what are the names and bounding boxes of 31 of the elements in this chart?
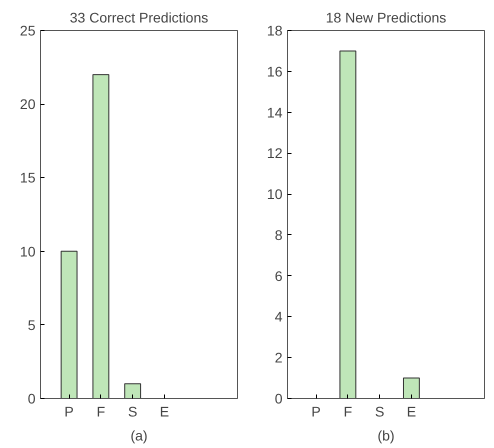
y-tick-label: 15 bbox=[20, 170, 36, 186]
y-tick-label: 20 bbox=[20, 96, 36, 112]
y-tick-label: 14 bbox=[266, 104, 283, 120]
y-tick-label: 0 bbox=[28, 390, 36, 406]
y-tick-label: 25 bbox=[20, 22, 36, 38]
y-tick-label: 16 bbox=[266, 63, 283, 80]
bar bbox=[124, 383, 142, 398]
y-tick-label: 5 bbox=[28, 316, 36, 333]
x-tick-label: P bbox=[64, 404, 74, 420]
y-tick-label: 8 bbox=[274, 226, 283, 243]
bar bbox=[60, 250, 78, 398]
y-tick-label: 12 bbox=[266, 145, 283, 162]
bar bbox=[92, 74, 110, 398]
y-tick-label: 2 bbox=[274, 350, 283, 366]
x-tick-label: E bbox=[406, 404, 416, 420]
y-tick-label: 4 bbox=[274, 308, 283, 325]
x-axis-title: (b) bbox=[377, 428, 395, 444]
chart-title: 18 New Predictions bbox=[326, 10, 446, 26]
chart-title: 33 Correct Predictions bbox=[70, 10, 208, 26]
x-tick-label: S bbox=[374, 404, 384, 420]
y-tick-label: 10 bbox=[266, 186, 283, 202]
y-tick-label: 18 bbox=[266, 22, 283, 38]
x-tick-label: F bbox=[344, 404, 352, 420]
y-tick-label: 10 bbox=[20, 243, 36, 260]
x-tick-label: E bbox=[160, 404, 170, 420]
x-axis-title: (a) bbox=[130, 428, 148, 444]
y-tick-label: 0 bbox=[274, 390, 283, 406]
x-tick-label: S bbox=[128, 404, 138, 420]
x-tick-label: P bbox=[311, 404, 321, 420]
x-tick-label: F bbox=[96, 404, 106, 420]
y-tick-label: 6 bbox=[274, 268, 283, 284]
